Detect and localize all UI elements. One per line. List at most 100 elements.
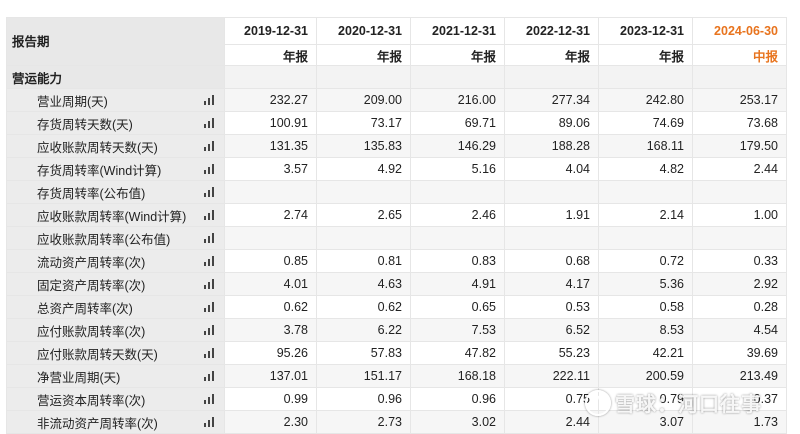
period-date-header: 2023-12-31 [598, 17, 693, 45]
row-label-cell: 存货周转率(公布值) [6, 180, 225, 204]
value-cell [224, 180, 317, 204]
bar-chart-icon[interactable] [204, 325, 215, 335]
value-cell: 89.06 [504, 111, 599, 135]
section-row: 营运能力 [6, 65, 787, 89]
row-label: 应付账款周转率(次) [37, 324, 146, 339]
bar-chart-icon[interactable] [204, 187, 215, 197]
value-cell: 73.17 [316, 111, 411, 135]
bar-chart-icon[interactable] [204, 348, 215, 358]
value-cell: 151.17 [316, 364, 411, 388]
bar-chart-icon[interactable] [204, 417, 215, 427]
value-cell: 47.82 [410, 341, 505, 365]
bar-chart-icon[interactable] [204, 95, 215, 105]
operating-capability-table: 报告期 2019-12-31 2020-12-31 2021-12-31 2022-1… [6, 17, 787, 434]
row-label: 净营业周期(天) [37, 370, 121, 385]
value-cell [316, 180, 411, 204]
value-cell [410, 180, 505, 204]
value-cell: 179.50 [692, 134, 787, 158]
value-cell: 95.26 [224, 341, 317, 365]
value-cell [224, 226, 317, 250]
table-row: 存货周转率(公布值) [6, 180, 787, 204]
value-cell: 1.73 [692, 410, 787, 434]
report-period-header: 报告期 [6, 17, 225, 66]
bar-chart-icon[interactable] [204, 210, 215, 220]
row-label: 存货周转天数(天) [37, 117, 133, 132]
value-cell: 2.30 [224, 410, 317, 434]
value-cell: 0.75 [504, 387, 599, 411]
bar-chart-icon[interactable] [204, 371, 215, 381]
row-label-cell: 营业周期(天) [6, 88, 225, 112]
row-label-cell: 应付账款周转率(次) [6, 318, 225, 342]
period-date-row: 报告期 2019-12-31 2020-12-31 2021-12-31 2022-1… [6, 17, 787, 66]
bar-chart-icon[interactable] [204, 164, 215, 174]
value-cell: 0.79 [598, 387, 693, 411]
value-cell: 213.49 [692, 364, 787, 388]
value-cell: 0.96 [316, 387, 411, 411]
value-cell: 277.34 [504, 88, 599, 112]
bar-chart-icon[interactable] [204, 233, 215, 243]
table-row: 营运资本周转率(次) 0.99 0.96 0.96 0.75 0.79 0.37 [6, 387, 787, 411]
value-cell: 0.83 [410, 249, 505, 273]
value-cell: 42.21 [598, 341, 693, 365]
value-cell: 4.91 [410, 272, 505, 296]
row-label: 应收账款周转天数(天) [37, 140, 158, 155]
row-label-cell: 总资产周转率(次) [6, 295, 225, 319]
value-cell: 137.01 [224, 364, 317, 388]
row-label: 流动资产周转率(次) [37, 255, 146, 270]
period-date-header: 2021-12-31 [410, 17, 505, 45]
value-cell: 0.99 [224, 387, 317, 411]
period-type-header: 年报 [410, 44, 505, 66]
section-label: 营运能力 [6, 65, 225, 89]
section-empty-cell [410, 65, 505, 89]
value-cell [316, 226, 411, 250]
value-cell: 0.58 [598, 295, 693, 319]
table-row: 总资产周转率(次) 0.62 0.62 0.65 0.53 0.58 0.28 [6, 295, 787, 319]
value-cell: 209.00 [316, 88, 411, 112]
value-cell: 222.11 [504, 364, 599, 388]
value-cell: 131.35 [224, 134, 317, 158]
value-cell: 73.68 [692, 111, 787, 135]
value-cell: 2.44 [504, 410, 599, 434]
value-cell [410, 226, 505, 250]
value-cell: 0.62 [224, 295, 317, 319]
row-label-cell: 非流动资产周转率(次) [6, 410, 225, 434]
value-cell: 0.65 [410, 295, 505, 319]
value-cell: 253.17 [692, 88, 787, 112]
table-row: 应付账款周转天数(天) 95.26 57.83 47.82 55.23 42.21 39.6… [6, 341, 787, 365]
value-cell: 0.85 [224, 249, 317, 273]
section-empty-cell [504, 65, 599, 89]
value-cell: 3.07 [598, 410, 693, 434]
section-empty-cell [598, 65, 693, 89]
row-label: 应付账款周转天数(天) [37, 347, 158, 362]
section-empty-cell [316, 65, 411, 89]
row-label-cell: 流动资产周转率(次) [6, 249, 225, 273]
value-cell: 0.81 [316, 249, 411, 273]
value-cell: 6.52 [504, 318, 599, 342]
value-cell: 0.96 [410, 387, 505, 411]
value-cell: 1.00 [692, 203, 787, 227]
bar-chart-icon[interactable] [204, 279, 215, 289]
value-cell: 135.83 [316, 134, 411, 158]
row-label: 应收账款周转率(公布值) [37, 232, 171, 247]
value-cell: 8.53 [598, 318, 693, 342]
value-cell: 188.28 [504, 134, 599, 158]
value-cell: 3.78 [224, 318, 317, 342]
value-cell: 200.59 [598, 364, 693, 388]
bar-chart-icon[interactable] [204, 141, 215, 151]
value-cell: 4.82 [598, 157, 693, 181]
value-cell: 0.33 [692, 249, 787, 273]
bar-chart-icon[interactable] [204, 394, 215, 404]
value-cell: 0.72 [598, 249, 693, 273]
value-cell: 6.22 [316, 318, 411, 342]
period-date-header: 2020-12-31 [316, 17, 411, 45]
bar-chart-icon[interactable] [204, 118, 215, 128]
bar-chart-icon[interactable] [204, 256, 215, 266]
row-label-cell: 固定资产周转率(次) [6, 272, 225, 296]
period-type-row: 年报 年报 年报 年报 年报 中报 [7, 44, 787, 66]
value-cell [692, 226, 787, 250]
value-cell: 0.28 [692, 295, 787, 319]
bar-chart-icon[interactable] [204, 302, 215, 312]
row-label-cell: 营运资本周转率(次) [6, 387, 225, 411]
row-label: 非流动资产周转率(次) [37, 416, 158, 431]
value-cell: 4.17 [504, 272, 599, 296]
